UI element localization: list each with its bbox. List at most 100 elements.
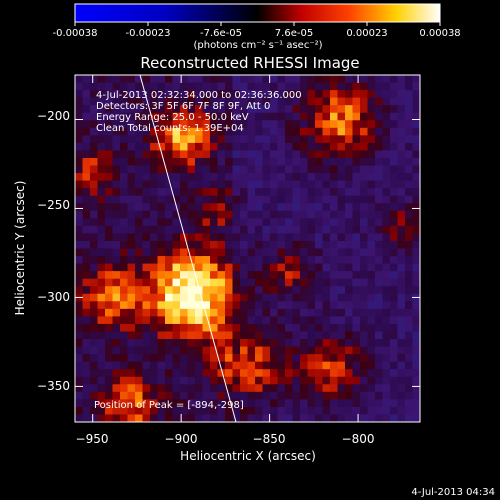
image-pixel <box>397 263 406 272</box>
colorbar-gradient <box>74 3 441 23</box>
image-pixel <box>180 248 189 257</box>
image-pixel <box>232 218 241 227</box>
image-pixel <box>142 354 151 363</box>
image-pixel <box>270 225 279 235</box>
image-pixel <box>285 406 294 416</box>
image-pixel <box>300 354 309 363</box>
image-pixel <box>142 82 151 91</box>
image-pixel <box>105 225 114 235</box>
image-pixel <box>217 271 226 280</box>
image-pixel <box>210 142 219 152</box>
image-pixel <box>232 286 241 295</box>
image-pixel <box>315 157 324 167</box>
image-pixel <box>382 127 391 136</box>
image-pixel <box>412 233 420 242</box>
image-pixel <box>315 188 324 197</box>
image-pixel <box>390 97 399 106</box>
image-pixel <box>390 316 399 325</box>
image-pixel <box>285 323 294 333</box>
image-pixel <box>142 346 151 355</box>
image-pixel <box>150 308 159 317</box>
image-pixel <box>307 399 316 408</box>
image-pixel <box>270 391 279 400</box>
image-pixel <box>375 157 384 167</box>
image-pixel <box>255 225 264 235</box>
image-pixel <box>180 293 189 302</box>
image-pixel <box>397 256 406 265</box>
image-pixel <box>300 271 309 280</box>
image-pixel <box>232 271 241 280</box>
image-pixel <box>202 203 211 212</box>
image-pixel <box>337 376 346 385</box>
image-pixel <box>105 142 114 152</box>
image-pixel <box>360 165 369 174</box>
image-pixel <box>172 127 181 136</box>
image-pixel <box>412 90 420 99</box>
image-pixel <box>345 346 354 355</box>
image-pixel <box>90 316 99 325</box>
image-pixel <box>112 406 121 416</box>
image-pixel <box>375 225 384 235</box>
image-pixel <box>157 127 166 136</box>
image-pixel <box>330 173 339 182</box>
image-pixel <box>292 90 301 99</box>
image-pixel <box>322 165 331 174</box>
image-pixel <box>390 127 399 136</box>
image-pixel <box>135 301 144 310</box>
image-pixel <box>390 135 399 144</box>
image-pixel <box>195 354 204 363</box>
image-pixel <box>315 301 324 310</box>
image-pixel <box>75 233 84 242</box>
image-pixel <box>225 105 234 114</box>
image-pixel <box>277 248 286 257</box>
image-pixel <box>240 195 249 204</box>
image-pixel <box>165 323 174 333</box>
image-pixel <box>157 406 166 416</box>
image-pixel <box>157 278 166 287</box>
image-pixel <box>112 339 121 348</box>
image-pixel <box>232 135 241 144</box>
image-pixel <box>315 278 324 287</box>
image-pixel <box>142 165 151 174</box>
image-pixel <box>367 339 376 348</box>
image-pixel <box>322 406 331 416</box>
image-pixel <box>300 278 309 287</box>
image-pixel <box>277 142 286 152</box>
image-pixel <box>247 127 256 136</box>
image-pixel <box>150 406 159 416</box>
image-pixel <box>397 271 406 280</box>
image-pixel <box>135 293 144 302</box>
image-pixel <box>157 173 166 182</box>
image-pixel <box>382 195 391 204</box>
image-pixel <box>247 157 256 167</box>
image-pixel <box>157 271 166 280</box>
image-pixel <box>82 301 91 310</box>
image-pixel <box>202 135 211 144</box>
image-pixel <box>337 105 346 114</box>
image-pixel <box>150 97 159 106</box>
image-pixel <box>150 233 159 242</box>
image-pixel <box>337 173 346 182</box>
image-pixel <box>270 369 279 378</box>
image-pixel <box>337 97 346 106</box>
image-pixel <box>127 308 136 317</box>
image-pixel <box>352 384 361 393</box>
image-pixel <box>247 308 256 317</box>
image-pixel <box>240 399 249 408</box>
image-pixel <box>105 346 114 355</box>
image-pixel <box>270 82 279 91</box>
image-pixel <box>412 376 420 385</box>
image-pixel <box>337 308 346 317</box>
image-pixel <box>90 256 99 265</box>
image-pixel <box>345 256 354 265</box>
image-pixel <box>412 165 420 174</box>
image-pixel <box>375 361 384 370</box>
image-pixel <box>105 97 114 106</box>
image-pixel <box>120 173 129 182</box>
image-pixel <box>412 399 420 408</box>
image-pixel <box>360 150 369 159</box>
image-pixel <box>285 316 294 325</box>
image-pixel <box>187 120 196 129</box>
image-pixel <box>157 75 166 84</box>
image-pixel <box>142 120 151 129</box>
